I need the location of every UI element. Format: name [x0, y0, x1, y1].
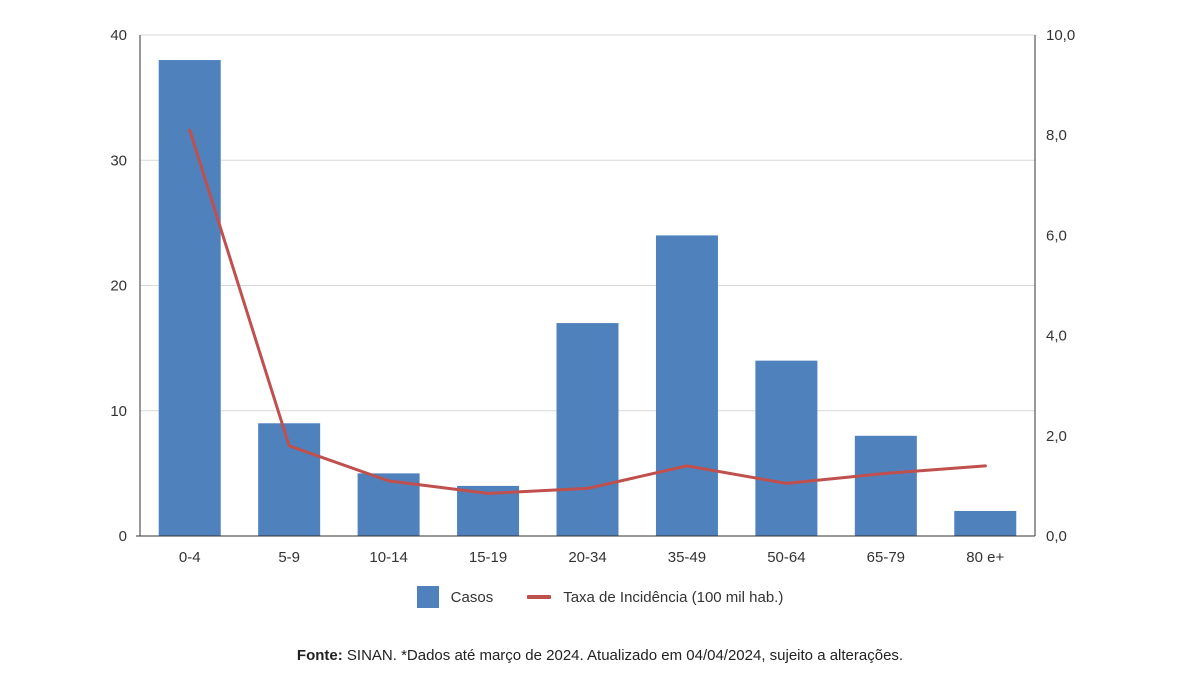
bar-65-79	[854, 435, 917, 536]
legend-item-casos: Casos	[416, 586, 494, 608]
incidence-point	[287, 444, 291, 448]
chart-legend: Casos Taxa de Incidência (100 mil hab.)	[0, 586, 1200, 608]
incidence-point	[387, 479, 391, 483]
y-right-tick-label: 6,0	[1046, 227, 1067, 244]
y-right-tick-label: 2,0	[1046, 428, 1067, 445]
legend-swatch-bar	[416, 586, 439, 608]
x-tick-label: 65-79	[867, 549, 905, 566]
y-left-tick-label: 20	[110, 278, 127, 295]
y-left-tick-label: 40	[110, 27, 127, 44]
x-tick-label: 10-14	[369, 549, 407, 566]
x-tick-label: 80 e+	[966, 549, 1004, 566]
legend-swatch-line	[527, 595, 552, 599]
incidence-point	[784, 481, 788, 485]
incidence-point	[884, 471, 888, 475]
source-note: Fonte: SINAN. *Dados até março de 2024. …	[0, 647, 1200, 664]
incidence-point	[586, 486, 589, 490]
bar-35-49	[655, 235, 718, 536]
source-text: SINAN. *Dados até março de 2024. Atualiz…	[342, 647, 904, 664]
bar-80-eplus	[954, 510, 1017, 536]
bar-20-34	[556, 323, 619, 536]
y-left-tick-label: 30	[110, 152, 127, 169]
source-label: Fonte:	[296, 647, 343, 664]
incidence-point	[983, 464, 987, 468]
y-right-tick-label: 0,0	[1046, 528, 1067, 545]
x-tick-label: 0-4	[179, 549, 201, 566]
x-tick-label: 50-64	[767, 549, 805, 566]
bar-5-9	[258, 423, 321, 536]
chart-plot-area: 0 10 20 30 40 0,0 2,0 4,0 6,0 8,0 10,0 0-4 5-9 10-14 1…	[110, 27, 1075, 566]
incidence-point	[685, 464, 689, 468]
y-right-tick-label: 4,0	[1046, 328, 1067, 345]
x-tick-label: 20-34	[568, 549, 606, 566]
legend-label-casos: Casos	[450, 588, 494, 606]
y-left-tick-label: 10	[110, 403, 127, 420]
incidence-point	[188, 128, 192, 132]
y-left-tick-label: 0	[119, 528, 127, 545]
x-tick-label: 35-49	[668, 549, 706, 566]
bar-0-4	[158, 60, 221, 537]
x-tick-label: 15-19	[469, 549, 507, 566]
incidence-point	[486, 491, 490, 495]
bar-50-64	[755, 360, 818, 536]
y-right-tick-label: 10,0	[1046, 27, 1075, 44]
legend-label-taxa: Taxa de Incidência (100 mil hab.)	[563, 588, 784, 606]
y-right-tick-label: 8,0	[1046, 127, 1067, 144]
x-tick-label: 5-9	[278, 549, 300, 566]
legend-item-taxa: Taxa de Incidência (100 mil hab.)	[527, 589, 783, 606]
